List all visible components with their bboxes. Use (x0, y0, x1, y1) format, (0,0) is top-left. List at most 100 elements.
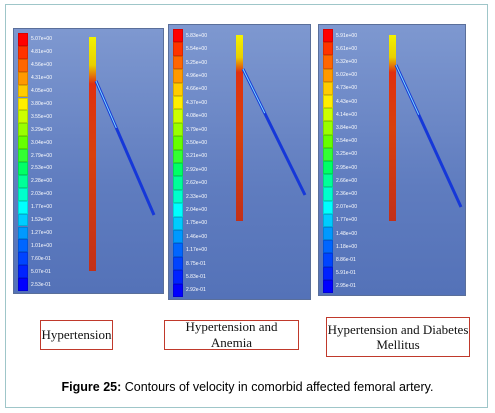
color-scale-swatch (18, 174, 28, 188)
color-scale-swatch (323, 279, 333, 293)
color-scale-swatch (323, 68, 333, 82)
color-scale-label: 3.50e+00 (186, 139, 207, 146)
caption-hypertension-diabetes: Hypertension and Diabetes Mellitus (326, 317, 470, 357)
color-scale-label: 4.14e+00 (336, 111, 357, 118)
main-artery-vessel (236, 35, 243, 221)
color-scale-label: 5.61e+00 (336, 45, 357, 52)
color-scale-label: 1.48e+00 (336, 230, 357, 237)
contour-panel-hypertension: 5.07e+00 4.81e+00 4.56e+00 4.31e+00 4.05e+00… (13, 28, 164, 294)
color-scale-label: 4.05e+00 (31, 88, 52, 95)
color-scale-label: 1.01e+00 (31, 242, 52, 249)
color-scale-label: 5.91e-01 (336, 270, 356, 277)
color-scale-swatch (173, 283, 183, 297)
color-scale-label: 5.83e-01 (186, 273, 206, 280)
color-scale-swatch (323, 147, 333, 161)
color-scale-swatch (173, 216, 183, 230)
color-scale-swatch (323, 161, 333, 175)
color-scale-swatch (18, 84, 28, 98)
color-scale-label: 3.04e+00 (31, 139, 52, 146)
color-scale-label: 2.53e+00 (31, 165, 52, 172)
color-scale-label: 5.25e+00 (186, 59, 207, 66)
color-scale-label: 8.86e-01 (336, 257, 356, 263)
color-scale-label: 2.04e+00 (186, 206, 207, 213)
artery-contour (389, 35, 463, 221)
color-scale-swatch (18, 162, 28, 175)
branch-vessel-highlight (95, 80, 117, 129)
color-scale-label: 2.03e+00 (31, 191, 52, 198)
color-scale-swatch (173, 69, 183, 83)
color-scale-swatch (173, 189, 183, 204)
color-scale-swatch (323, 81, 333, 95)
color-scale-swatch (173, 149, 183, 163)
color-scale-label: 3.54e+00 (336, 138, 357, 145)
color-scale-label: 8.75e-01 (186, 260, 206, 267)
caption-hypertension: Hypertension (40, 320, 113, 350)
main-artery-vessel (389, 35, 396, 221)
color-scale-swatch (173, 29, 183, 43)
color-scale-label: 1.77e+00 (336, 217, 357, 224)
color-scale-label: 2.36e+00 (336, 191, 357, 197)
color-scale-label: 4.08e+00 (186, 113, 207, 120)
contour-panel-hypertension-diabetes: 5.91e+00 5.61e+00 5.32e+00 5.02e+00 4.73e+00… (318, 24, 466, 296)
color-scale-label: 5.32e+00 (336, 59, 357, 65)
color-scale-swatch (18, 97, 28, 111)
color-scale-swatch (18, 239, 28, 253)
caption-hypertension-text: Hypertension (41, 327, 112, 342)
color-scale-label: 3.80e+00 (31, 100, 52, 107)
color-scale-swatch (18, 71, 28, 85)
color-scale-label: 4.66e+00 (186, 86, 207, 93)
color-scale-label: 1.52e+00 (31, 217, 52, 224)
color-scale-label: 2.95e+00 (336, 164, 357, 171)
color-scale-label: 5.91e+00 (336, 32, 357, 39)
figure-caption-prefix: Figure 25: (61, 380, 122, 394)
color-scale-swatch (173, 55, 183, 70)
color-scale-swatch (18, 123, 28, 137)
color-scale-swatch (323, 134, 333, 148)
color-scale-swatch (323, 187, 333, 201)
color-scale-label: 2.62e+00 (186, 180, 207, 187)
color-scale-label: 3.21e+00 (186, 153, 207, 160)
caption-hypertension-anemia-text: Hypertension and Anemia (185, 319, 278, 350)
color-scale-label: 4.81e+00 (31, 49, 52, 56)
color-scale-label: 1.46e+00 (186, 233, 207, 240)
color-scale-label: 3.55e+00 (31, 113, 52, 120)
color-scale-swatch (173, 122, 183, 137)
color-scale-swatch (18, 58, 28, 72)
color-scale-label: 5.54e+00 (186, 46, 207, 53)
color-scale-label: 1.27e+00 (31, 229, 52, 236)
color-scale-swatch (18, 33, 28, 46)
artery-contour (89, 37, 156, 271)
color-scale-swatch (18, 213, 28, 227)
figure-caption-text: Contours of velocity in comorbid affecte… (121, 380, 434, 394)
color-scale-label: 5.83e+00 (186, 32, 207, 39)
color-scale-label: 5.02e+00 (336, 72, 357, 79)
color-scale-label: 1.18e+00 (336, 243, 357, 250)
color-scale-swatch (323, 55, 333, 69)
color-scale-swatch (323, 174, 333, 188)
color-scale-label: 4.43e+00 (336, 98, 357, 105)
color-scale-swatch (323, 95, 333, 109)
color-scale-label: 3.79e+00 (186, 126, 207, 133)
caption-hypertension-diabetes-text: Hypertension and Diabetes Mellitus (327, 322, 469, 352)
color-scale-label: 5.07e-01 (31, 268, 51, 275)
color-scale-swatch (323, 266, 333, 280)
color-scale-label: 4.96e+00 (186, 72, 207, 79)
color-scale-label: 4.73e+00 (336, 85, 357, 92)
color-scale-swatch (173, 176, 183, 190)
color-scale-label: 2.92e+00 (186, 166, 207, 173)
color-scale-swatch (173, 203, 183, 217)
color-scale-swatch (323, 240, 333, 254)
color-scale-label: 2.66e+00 (336, 177, 357, 184)
color-scale-label: 1.77e+00 (31, 204, 52, 211)
color-scale-swatch (173, 163, 183, 177)
color-scale-label: 3.25e+00 (336, 151, 357, 158)
color-scale-label: 7.60e-01 (31, 255, 51, 262)
color-scale-label: 2.33e+00 (186, 193, 207, 200)
color-scale-label: 2.28e+00 (31, 178, 52, 185)
color-scale-label: 2.53e-01 (31, 281, 51, 288)
color-scale-swatch (323, 200, 333, 214)
figure-frame (5, 4, 488, 408)
color-scale-swatch (173, 270, 183, 284)
color-scale-swatch (323, 227, 333, 241)
